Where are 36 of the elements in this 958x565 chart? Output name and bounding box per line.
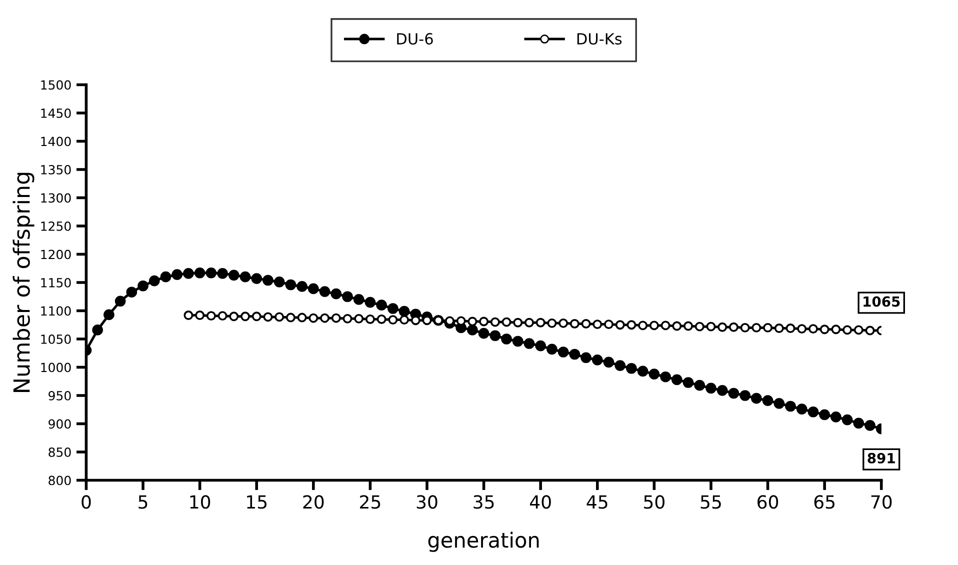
x-tick-label: 65 xyxy=(814,495,834,509)
x-tick-label: 55 xyxy=(700,495,721,509)
y-tick-label: 1500 xyxy=(41,80,71,90)
x-tick-label: 35 xyxy=(474,495,494,509)
y-tick-label: 950 xyxy=(48,390,71,400)
y-tick-label: 1050 xyxy=(41,334,71,344)
y-tick-label: 1150 xyxy=(41,278,71,288)
y-tick-label: 1250 xyxy=(41,221,71,231)
x-tick-label: 5 xyxy=(138,495,148,509)
y-tick-label: 1300 xyxy=(41,193,71,203)
y-tick-label: 1000 xyxy=(41,362,71,372)
y-tick-label: 1350 xyxy=(41,164,71,174)
legend-label: DU-Ks xyxy=(577,33,622,45)
x-tick-label: 30 xyxy=(416,495,438,509)
data-label: 891 xyxy=(868,452,895,464)
x-tick-label: 10 xyxy=(190,495,210,509)
x-tick-label: 60 xyxy=(758,495,778,509)
x-tick-label: 70 xyxy=(871,495,892,509)
data-label: 1065 xyxy=(864,296,900,307)
y-tick-label: 800 xyxy=(48,476,71,486)
y-tick-label: 850 xyxy=(48,447,71,457)
x-tick-label: 20 xyxy=(303,495,324,509)
x-tick-label: 25 xyxy=(360,495,380,509)
x-tick-label: 40 xyxy=(530,495,551,509)
y-axis-title: Number of offspring xyxy=(12,172,34,392)
x-tick-label: 0 xyxy=(82,495,91,509)
y-tick-label: 1100 xyxy=(41,306,71,316)
y-tick-label: 1400 xyxy=(41,136,71,146)
y-tick-label: 1450 xyxy=(41,108,71,118)
x-axis-title: generation xyxy=(428,532,539,552)
x-tick-label: 45 xyxy=(586,495,608,509)
legend-label: DU-6 xyxy=(397,33,433,45)
x-tick-label: 15 xyxy=(247,495,267,509)
y-tick-label: 900 xyxy=(48,419,71,429)
y-tick-label: 1200 xyxy=(41,250,71,260)
x-tick-label: 50 xyxy=(644,495,664,509)
